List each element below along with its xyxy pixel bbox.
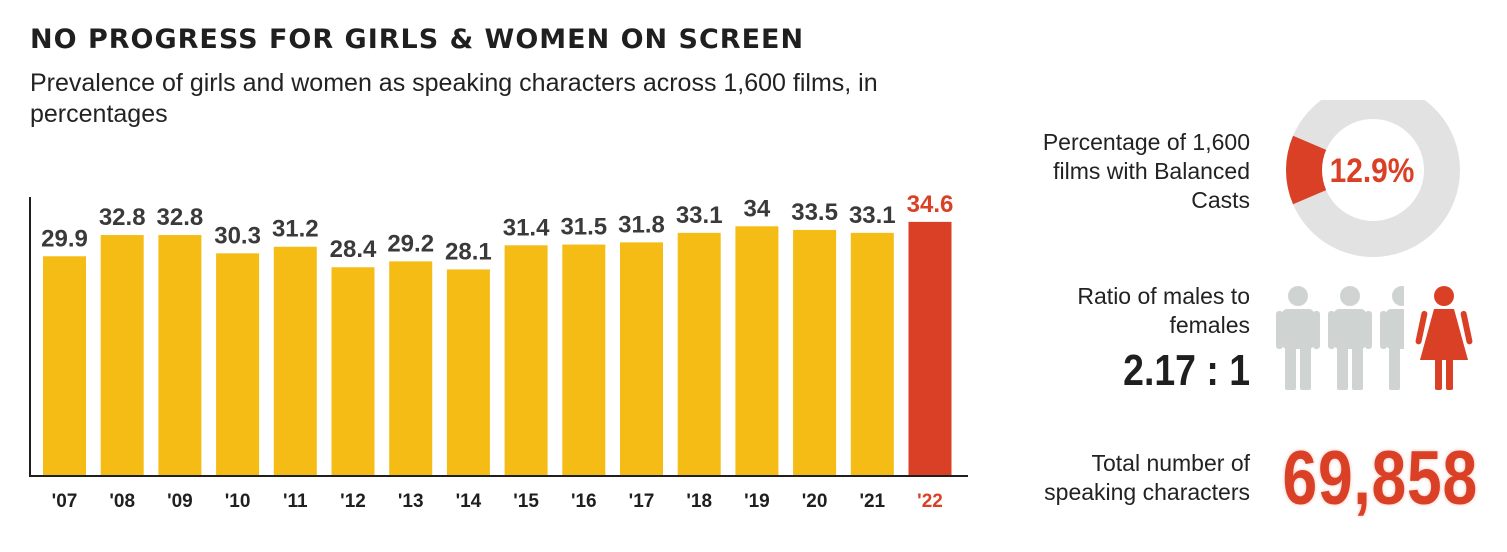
ratio-people-icons bbox=[1276, 286, 1473, 390]
bar-17 bbox=[620, 242, 663, 475]
total-speaking-label: Total number of speaking characters bbox=[1044, 450, 1250, 505]
bar-09 bbox=[158, 235, 202, 475]
bar-08 bbox=[100, 235, 144, 475]
bar-value-label: 33.5 bbox=[791, 199, 838, 226]
bar-11 bbox=[273, 246, 317, 475]
x-tick-label: '20 bbox=[802, 491, 828, 512]
bar-chart: 29.9 '07 32.8 '08 32.8 '09 30.3 '10 31.2 '11 28.4 '… bbox=[29, 191, 968, 512]
x-tick-label: '18 bbox=[686, 491, 712, 512]
x-tick-label: '09 bbox=[167, 491, 193, 512]
bar-13 bbox=[389, 261, 433, 475]
female-icon bbox=[1415, 286, 1473, 390]
bar-value-label: 28.1 bbox=[445, 238, 492, 265]
bar-20 bbox=[793, 229, 837, 475]
x-tick-label: '12 bbox=[340, 491, 366, 512]
partial-male-icon bbox=[1380, 286, 1404, 390]
chart-subtitle: Prevalence of girls and women as speakin… bbox=[30, 69, 878, 128]
bar-value-label: 31.4 bbox=[503, 214, 550, 241]
ratio-value: 2.17 : 1 bbox=[1123, 346, 1250, 395]
bar-10 bbox=[216, 253, 260, 475]
x-tick-label: '14 bbox=[456, 491, 482, 512]
bar-16 bbox=[562, 244, 606, 475]
balanced-casts-value: 12.9% bbox=[1330, 151, 1415, 189]
balanced-casts-donut: 12.9% bbox=[1286, 100, 1460, 257]
bar-21 bbox=[850, 232, 894, 475]
x-tick-label: '13 bbox=[398, 491, 424, 512]
balanced-casts-label: Percentage of 1,600 films with Balanced … bbox=[1042, 129, 1250, 213]
x-tick-label: '16 bbox=[571, 491, 597, 512]
bar-value-label: 32.8 bbox=[157, 204, 204, 231]
bar-value-label: 33.1 bbox=[676, 202, 723, 229]
x-tick-label: '10 bbox=[225, 491, 251, 512]
x-tick-label: '15 bbox=[513, 491, 539, 512]
bar-value-label: 30.3 bbox=[214, 222, 261, 249]
bar-value-label: 33.1 bbox=[849, 202, 896, 229]
bar-value-label: 34 bbox=[744, 195, 771, 222]
donut-slice bbox=[1286, 135, 1327, 205]
chart-title: NO PROGRESS FOR GIRLS & WOMEN ON SCREEN bbox=[30, 24, 805, 55]
ratio-label: Ratio of males to females bbox=[1077, 283, 1250, 338]
x-tick-label: '19 bbox=[744, 491, 770, 512]
x-tick-label: '07 bbox=[52, 491, 78, 512]
bar-value-label: 31.5 bbox=[560, 214, 607, 241]
bar-19 bbox=[735, 226, 779, 475]
x-tick-label: '21 bbox=[859, 491, 885, 512]
bar-07 bbox=[43, 256, 86, 475]
bar-value-label: 31.8 bbox=[618, 211, 665, 238]
bar-22 bbox=[908, 221, 952, 475]
x-tick-label: '08 bbox=[109, 491, 135, 512]
bar-14 bbox=[446, 269, 490, 475]
bar-18 bbox=[677, 232, 721, 475]
bar-12 bbox=[331, 267, 375, 475]
bar-value-label: 29.2 bbox=[387, 230, 434, 257]
bar-value-label: 28.4 bbox=[330, 236, 377, 263]
x-tick-label: '17 bbox=[629, 491, 655, 512]
total-speaking-value: 69,858 bbox=[1282, 436, 1478, 521]
bar-15 bbox=[504, 245, 548, 475]
bar-value-label: 29.9 bbox=[41, 225, 88, 252]
bar-value-label: 32.8 bbox=[99, 204, 146, 231]
x-tick-label: '22 bbox=[917, 491, 943, 512]
male-icon bbox=[1276, 286, 1320, 390]
bar-value-label: 31.2 bbox=[272, 216, 319, 243]
bars-layer: 29.9 '07 32.8 '08 32.8 '09 30.3 '10 31.2 '11 28.4 '… bbox=[41, 191, 953, 512]
male-icon bbox=[1328, 286, 1372, 390]
x-tick-label: '11 bbox=[283, 491, 308, 512]
bar-value-label: 34.6 bbox=[907, 191, 954, 218]
